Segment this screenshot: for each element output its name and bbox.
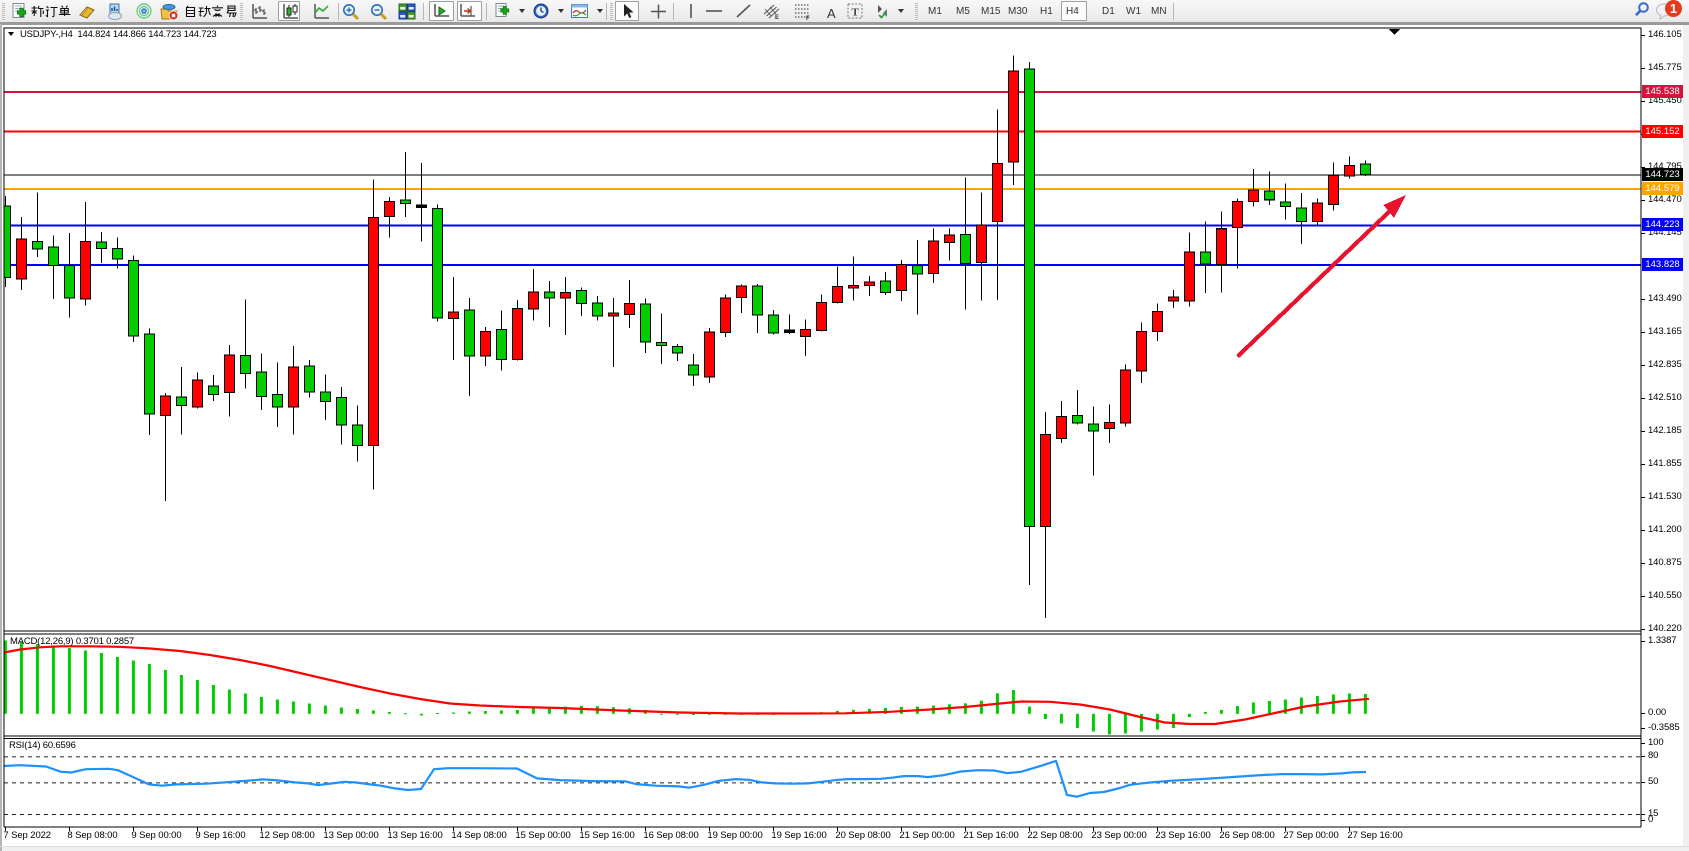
svg-text:F: F xyxy=(806,16,810,21)
svg-text:T: T xyxy=(852,7,860,19)
svg-text:E: E xyxy=(775,15,779,21)
